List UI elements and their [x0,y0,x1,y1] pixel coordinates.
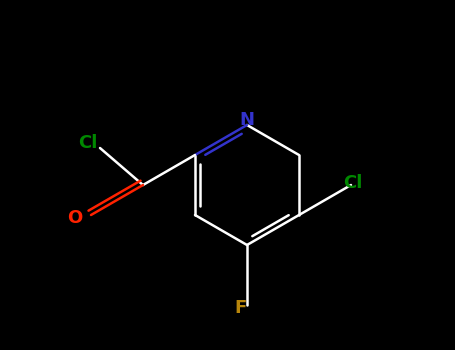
Text: F: F [234,299,246,317]
Text: Cl: Cl [344,174,363,192]
Text: O: O [67,209,83,227]
Text: Cl: Cl [78,134,98,152]
Text: N: N [239,111,254,129]
